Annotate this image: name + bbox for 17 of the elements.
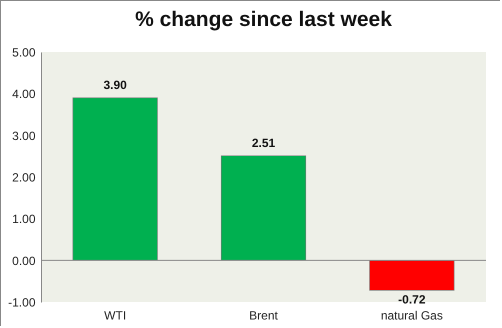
x-tick-label: Brent <box>249 308 279 322</box>
y-tick-label: 4.00 <box>12 87 36 102</box>
y-tick-label: 3.00 <box>12 128 36 143</box>
x-tick-label: WTI <box>104 308 126 322</box>
y-tick-label: -1.00 <box>8 296 36 310</box>
data-label: 3.90 <box>103 78 128 92</box>
y-tick-label: 5.00 <box>12 46 36 60</box>
y-tick-label: 1.00 <box>12 212 36 226</box>
chart-title: % change since last week <box>135 8 392 31</box>
bar <box>72 98 158 261</box>
y-tick-label: 0.00 <box>12 254 36 268</box>
x-tick-label: natural Gas <box>380 308 443 322</box>
y-tick-label: 2.00 <box>12 170 36 184</box>
bar <box>220 155 306 261</box>
data-label: 2.51 <box>252 136 276 150</box>
data-label: -0.72 <box>398 292 426 306</box>
bar <box>369 260 454 291</box>
